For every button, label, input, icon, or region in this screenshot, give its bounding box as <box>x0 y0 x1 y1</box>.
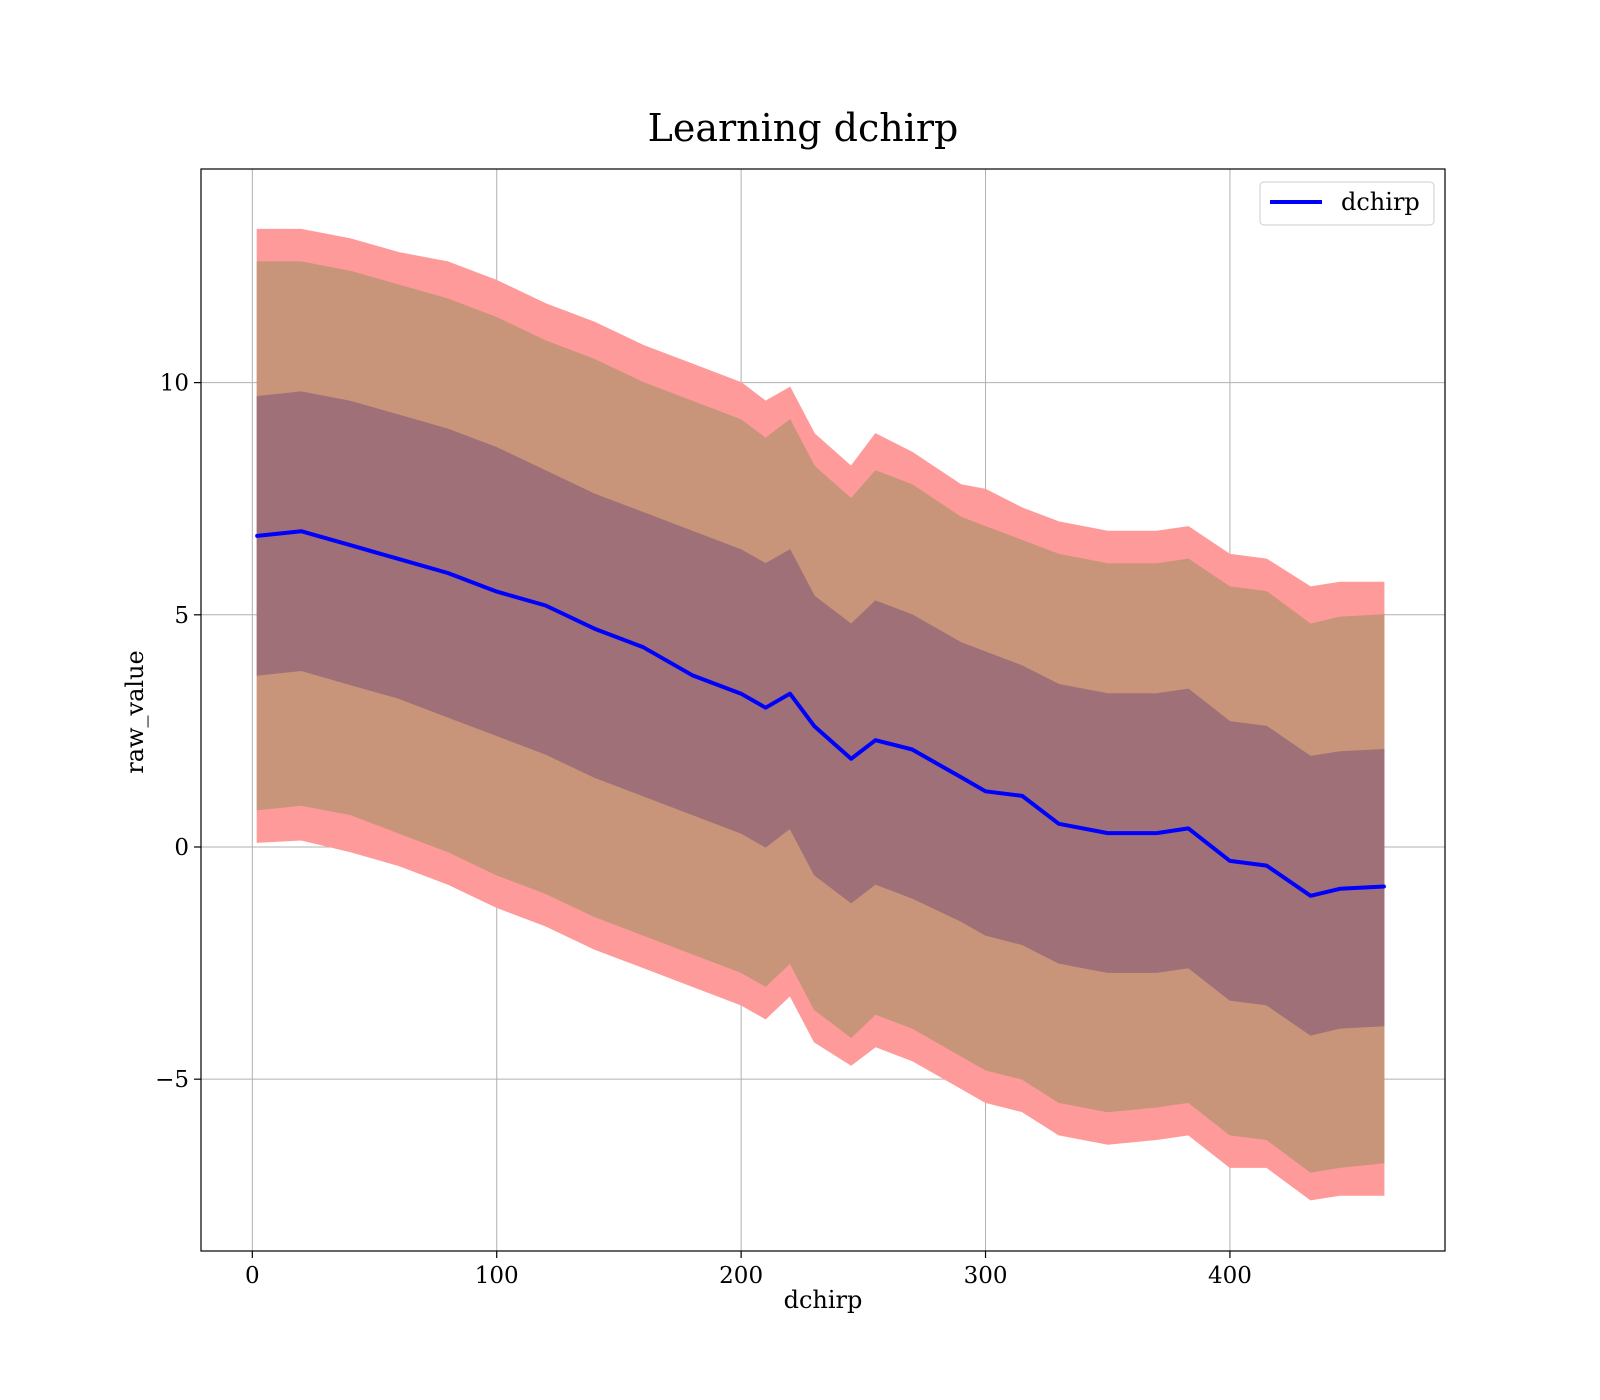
y-tick-label: 10 <box>160 371 189 397</box>
x-tick-label: 200 <box>719 1263 763 1289</box>
legend: dchirp <box>1259 181 1435 226</box>
mean-line-layer <box>255 529 1386 898</box>
series-line-dchirp <box>255 529 1386 898</box>
legend-box <box>1259 181 1435 226</box>
x-tick-label: 100 <box>475 1263 519 1289</box>
y-tick-label: 5 <box>174 603 189 629</box>
uncertainty-bands <box>256 228 1385 1201</box>
y-axis-label: raw_value <box>121 650 149 774</box>
x-tick-label: 0 <box>245 1263 260 1289</box>
y-axis-ticks: −5 0 5 10 <box>155 371 201 1093</box>
plot-frame <box>200 168 1446 1252</box>
y-tick-label: −5 <box>155 1067 189 1093</box>
y-tick-label: 0 <box>174 835 189 861</box>
x-axis-ticks: 0 100 200 300 400 <box>245 1251 1252 1289</box>
legend-entry-label: dchirp <box>1341 188 1420 216</box>
chart-title: Learning dchirp <box>648 106 959 150</box>
x-axis-label: dchirp <box>784 1286 863 1314</box>
x-tick-label: 400 <box>1208 1263 1252 1289</box>
band-inner <box>256 391 1385 1036</box>
x-tick-label: 300 <box>964 1263 1008 1289</box>
